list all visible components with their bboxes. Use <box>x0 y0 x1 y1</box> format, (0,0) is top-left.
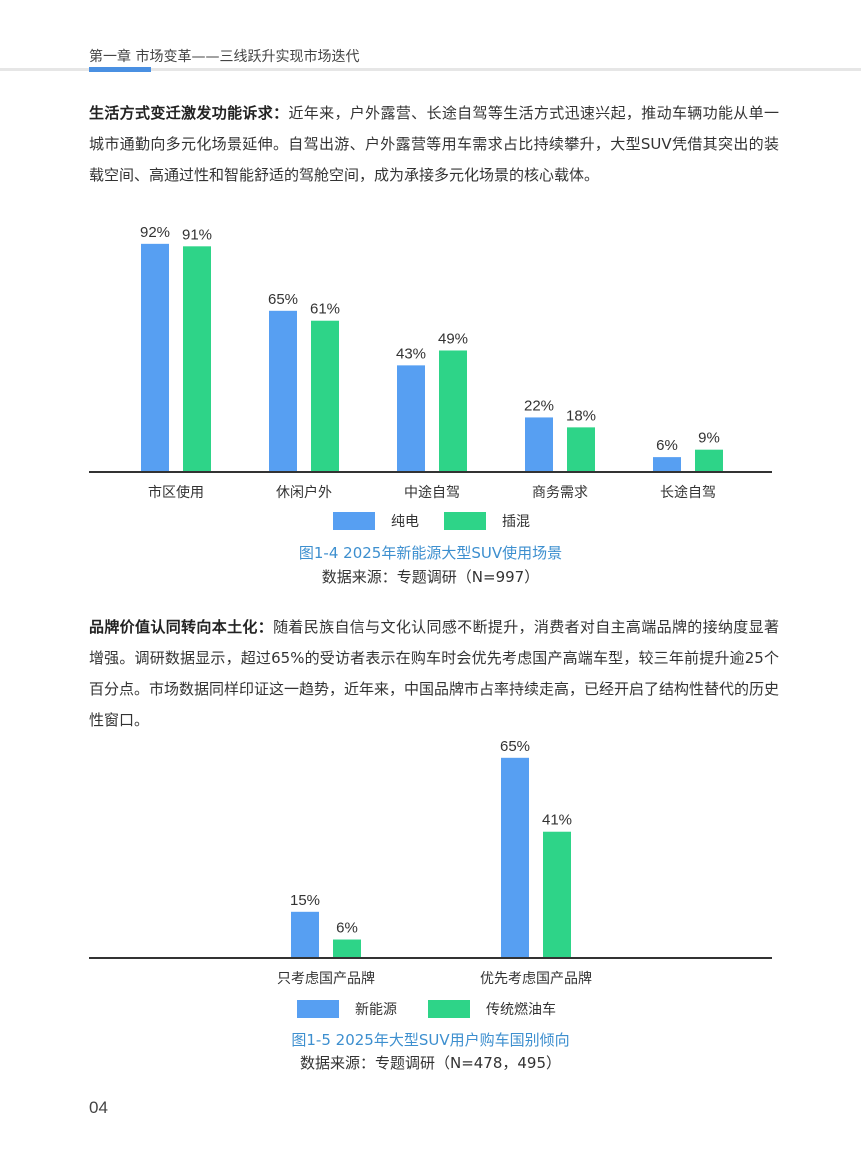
legend-label: 传统燃油车 <box>486 1001 556 1018</box>
paragraph-body: 近年来，户外露营、长途自驾等生活方式迅速兴起，推动车辆功能从单一城市通勤向多元化… <box>89 104 779 184</box>
bar-series1 <box>291 911 319 958</box>
data-label: 9% <box>698 430 720 447</box>
data-label: 49% <box>438 330 468 347</box>
figure-source: 数据来源：专题调研（N=997） <box>321 568 540 586</box>
legend-swatch <box>333 512 375 530</box>
data-label: 41% <box>542 812 572 829</box>
bar-series1 <box>525 417 553 472</box>
data-label: 92% <box>140 224 170 241</box>
chart-usage-scenarios: 92% 91% 市区使用 65% 61% 休闲户外 43% 49% 中途自驾 22% 18% 商务需求… <box>89 224 772 530</box>
legend-label: 插混 <box>502 514 530 530</box>
data-label: 15% <box>290 892 320 909</box>
data-label: 65% <box>500 738 530 755</box>
legend-label: 新能源 <box>355 1002 397 1018</box>
data-label: 6% <box>656 437 678 454</box>
header-accent-bar <box>89 67 151 72</box>
data-label: 18% <box>566 407 596 424</box>
category-label: 只考虑国产品牌 <box>277 970 375 987</box>
paragraph-brand: 品牌价值认同转向本土化：随着民族自信与文化认同感不断提升，消费者对自主高端品牌的… <box>89 612 779 736</box>
category-label: 市区使用 <box>148 484 204 501</box>
data-label: 22% <box>524 397 554 414</box>
bar-series2 <box>333 939 361 958</box>
bar-series2 <box>567 427 595 472</box>
legend-swatch <box>428 1000 470 1018</box>
bar-series2 <box>543 831 571 958</box>
page-number: 04 <box>89 1098 108 1117</box>
data-label: 91% <box>182 226 212 243</box>
category-label: 长途自驾 <box>660 484 716 501</box>
figure-caption: 图1-4 2025年新能源大型SUV使用场景 <box>298 544 563 562</box>
legend-swatch <box>297 1000 339 1018</box>
data-label: 43% <box>396 345 426 362</box>
paragraph-lead: 品牌价值认同转向本土化： <box>89 618 274 636</box>
figure-source: 数据来源：专题调研（N=478，495） <box>299 1054 562 1072</box>
page-header: 第一章 市场变革——三线跃升实现市场迭代 <box>0 0 861 80</box>
bar-series1 <box>397 365 425 472</box>
data-label: 6% <box>336 920 358 937</box>
category-label: 中途自驾 <box>404 484 460 501</box>
legend-swatch <box>444 512 486 530</box>
category-label: 休闲户外 <box>276 484 332 501</box>
bar-series1 <box>653 457 681 472</box>
paragraph-lead: 生活方式变迁激发功能诉求： <box>89 104 289 122</box>
bar-series2 <box>439 350 467 472</box>
bar-series2 <box>183 246 211 472</box>
category-label: 优先考虑国产品牌 <box>480 970 592 987</box>
header-divider <box>0 68 861 71</box>
data-label: 65% <box>268 291 298 308</box>
bar-series2 <box>695 449 723 472</box>
figure-caption: 图1-5 2025年大型SUV用户购车国别倾向 <box>291 1031 570 1049</box>
bar-series2 <box>311 320 339 472</box>
paragraph-lifestyle: 生活方式变迁激发功能诉求：近年来，户外露营、长途自驾等生活方式迅速兴起，推动车辆… <box>89 98 779 191</box>
bar-series1 <box>501 757 529 958</box>
chapter-title: 第一章 市场变革——三线跃升实现市场迭代 <box>89 49 360 65</box>
bar-series1 <box>269 310 297 472</box>
category-label: 商务需求 <box>532 485 588 501</box>
data-label: 61% <box>310 301 340 318</box>
legend-label: 纯电 <box>391 514 419 530</box>
paragraph-body: 随着民族自信与文化认同感不断提升，消费者对自主高端品牌的接纳度显著增强。调研数据… <box>89 618 780 729</box>
bar-series1 <box>141 243 169 472</box>
